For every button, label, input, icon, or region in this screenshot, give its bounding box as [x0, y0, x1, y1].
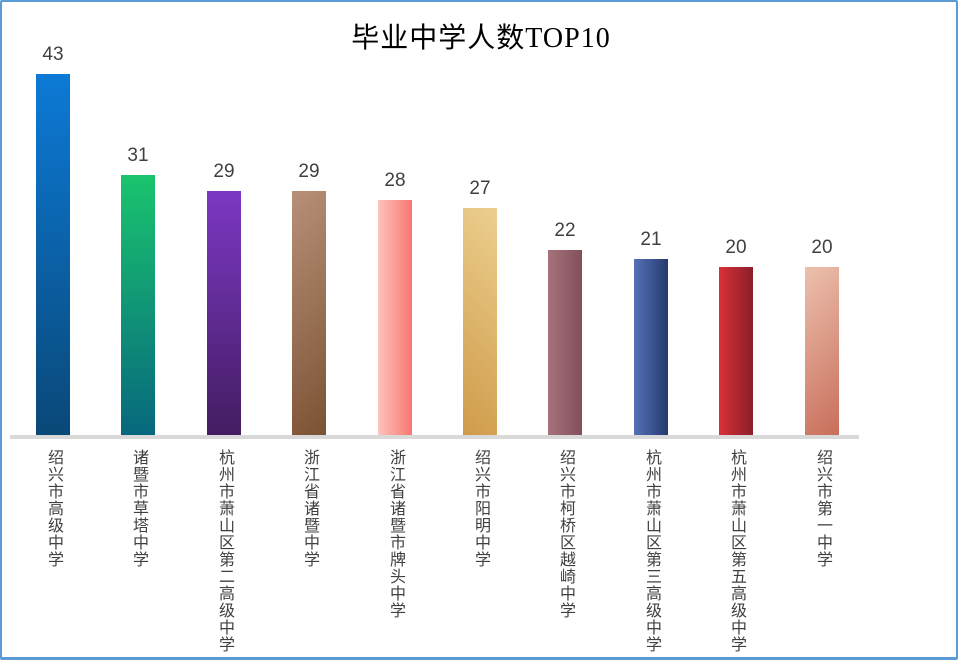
bar-8[interactable] — [634, 259, 668, 435]
bar-value-label: 43 — [42, 44, 64, 65]
bar-category-label: 诸暨市草塔中学 — [130, 449, 147, 568]
bar-4[interactable] — [292, 191, 326, 435]
x-axis-line — [10, 435, 859, 439]
bar-10[interactable] — [805, 267, 839, 435]
bar-category-label: 浙江省诸暨中学 — [301, 449, 318, 568]
bar-category-label: 杭州市萧山区第三高级中学 — [643, 449, 660, 653]
bar-category-label: 杭州市萧山区第五高级中学 — [728, 449, 745, 653]
bar-value-label: 28 — [384, 170, 406, 191]
bar-6[interactable] — [463, 208, 497, 435]
bar-value-label: 27 — [469, 178, 491, 199]
bar-5[interactable] — [378, 200, 412, 435]
bar-value-label: 31 — [127, 145, 149, 166]
bar-value-label: 29 — [213, 161, 235, 182]
bar-value-label: 20 — [725, 237, 747, 258]
bar-value-label: 20 — [811, 237, 833, 258]
bar-7[interactable] — [548, 250, 582, 435]
bar-2[interactable] — [121, 175, 155, 435]
bar-1[interactable] — [36, 74, 70, 435]
bar-category-label: 绍兴市第一中学 — [814, 449, 831, 568]
chart-title: 毕业中学人数TOP10 — [351, 23, 611, 54]
bar-3[interactable] — [207, 191, 241, 435]
bar-category-label: 绍兴市柯桥区越崎中学 — [557, 449, 574, 619]
bar-value-label: 22 — [554, 220, 576, 241]
bar-category-label: 浙江省诸暨市牌头中学 — [387, 449, 404, 619]
bar-value-label: 29 — [298, 161, 320, 182]
bar-category-label: 绍兴市高级中学 — [45, 449, 62, 568]
bar-category-label: 绍兴市阳明中学 — [472, 449, 489, 568]
bar-9[interactable] — [719, 267, 753, 435]
bar-value-label: 21 — [640, 229, 662, 250]
bar-category-label: 杭州市萧山区第二高级中学 — [216, 449, 233, 653]
